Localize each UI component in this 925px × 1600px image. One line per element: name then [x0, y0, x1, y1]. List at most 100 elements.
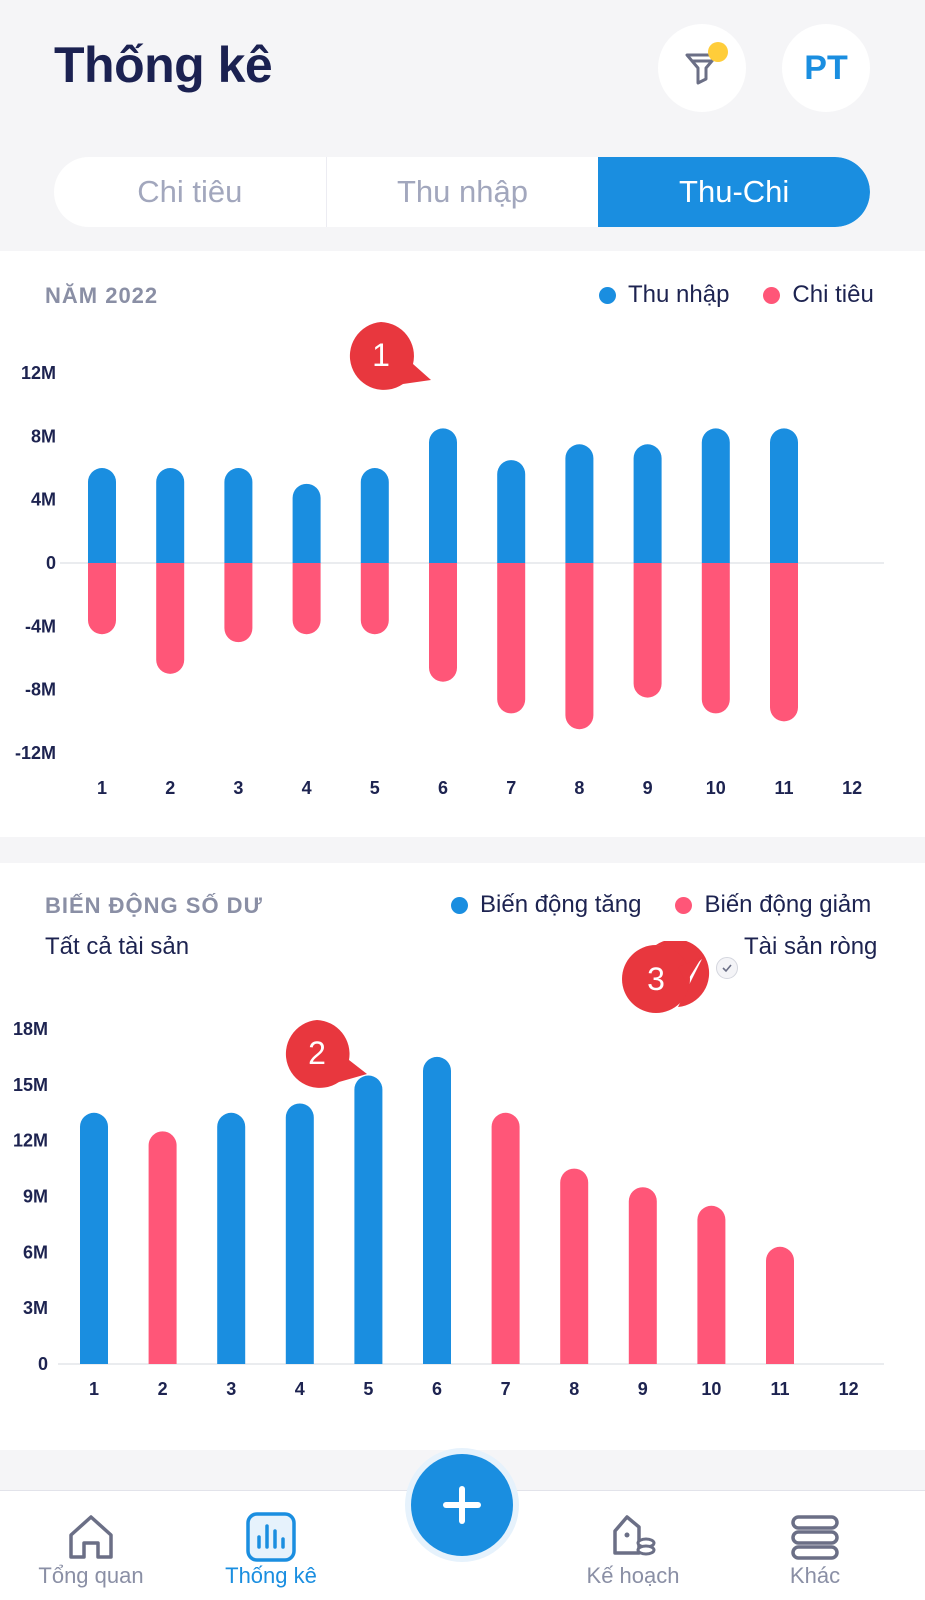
x-tick-label: 2: [158, 1379, 168, 1399]
y-tick-label: 0: [46, 553, 56, 573]
legend-increase-dot: [451, 896, 468, 914]
x-tick-label: 3: [226, 1379, 236, 1399]
y-tick-label: 15M: [13, 1075, 48, 1095]
bar-increase-5[interactable]: [354, 1075, 383, 1364]
bar-decrease-11[interactable]: [766, 1246, 794, 1364]
bar-increase-1[interactable]: [80, 1112, 108, 1364]
y-tick-label: 18M: [13, 1019, 48, 1039]
balance-legend: Biến động tăng Biến động giảm: [451, 891, 871, 919]
bar-negative-5[interactable]: [360, 563, 389, 635]
nav-item-ke-hoach[interactable]: Kế hoạch: [548, 1491, 718, 1600]
x-tick-label: 8: [574, 778, 584, 798]
x-tick-label: 2: [165, 778, 175, 798]
filter-button[interactable]: [658, 24, 746, 112]
bar-decrease-10[interactable]: [697, 1205, 726, 1364]
tab-thu-chi[interactable]: Thu-Chi: [598, 157, 870, 227]
nav-label-khac: Khác: [789, 1563, 841, 1588]
income-expense-card: NĂM 2022 Thu nhập Chi tiêu 12M 8M 4M 0 -4M -8…: [0, 251, 925, 837]
callout-1-label: 1: [372, 337, 390, 373]
nav-item-tong-quan[interactable]: Tổng quan: [6, 1491, 176, 1600]
x-tick-label: 7: [501, 1379, 511, 1399]
bar-negative-6[interactable]: [429, 563, 457, 682]
bar-positive-8[interactable]: [565, 444, 594, 563]
x-tick-label: 11: [774, 778, 793, 798]
x-tick-label: 8: [569, 1379, 579, 1399]
legend-decrease: Biến động giảm: [675, 891, 871, 919]
x-tick-label: 10: [706, 778, 726, 798]
x-tick-label: 6: [438, 778, 448, 798]
bar-positive-3[interactable]: [224, 468, 253, 563]
bar-negative-2[interactable]: [156, 563, 185, 674]
callout-2: 2: [285, 1020, 367, 1088]
bar-positive-7[interactable]: [497, 460, 526, 563]
check-icon: [722, 964, 732, 973]
menu-icon: [791, 1515, 839, 1560]
balance-label: BIẾN ĐỘNG SỐ DƯ: [45, 893, 263, 918]
net-assets-label[interactable]: Tài sản ròng: [744, 933, 878, 960]
legend-expense-dot: [763, 286, 781, 304]
x-tick-label: 1: [97, 778, 107, 798]
bar-decrease-8[interactable]: [560, 1168, 589, 1364]
bar-positive-2[interactable]: [156, 468, 185, 563]
legend-decrease-dot: [675, 896, 693, 914]
y-tick-label: 12M: [21, 363, 56, 383]
y-tick-label: 12M: [13, 1131, 48, 1151]
bar-negative-7[interactable]: [497, 563, 526, 714]
legend-income: Thu nhập: [599, 281, 729, 309]
asset-scope-selector[interactable]: Tất cả tài sản: [45, 933, 190, 960]
x-tick-label: 10: [701, 1379, 721, 1399]
x-tick-label: 9: [643, 778, 653, 798]
bar-negative-8[interactable]: [565, 563, 594, 730]
x-tick-label: 5: [363, 1379, 373, 1399]
tab-chi-tieu[interactable]: Chi tiêu: [137, 174, 243, 209]
y-tick-label: 8M: [31, 426, 56, 446]
net-assets-checkbox[interactable]: [716, 957, 738, 979]
legend-expense: Chi tiêu: [763, 281, 874, 309]
y-tick-label: -12M: [15, 743, 56, 763]
callout-3: 3: [622, 941, 710, 1013]
x-tick-label: 12: [842, 778, 862, 798]
nav-label-thong-ke: Thống kê: [225, 1563, 317, 1588]
bar-decrease-2[interactable]: [148, 1131, 177, 1364]
y-tick-label: 4M: [31, 490, 56, 510]
bar-positive-4[interactable]: [292, 483, 321, 563]
y-tick-label: 9M: [23, 1187, 48, 1207]
bar-positive-11[interactable]: [770, 428, 798, 563]
tab-thu-nhap[interactable]: Thu nhập: [325, 157, 599, 227]
legend-income-label: Thu nhập: [628, 281, 730, 308]
bar-positive-9[interactable]: [633, 444, 662, 563]
bar-decrease-7[interactable]: [491, 1112, 520, 1364]
bar-negative-3[interactable]: [224, 563, 253, 643]
legend-increase-label: Biến động tăng: [480, 891, 642, 918]
avatar[interactable]: PT: [782, 24, 870, 112]
legend-expense-label: Chi tiêu: [792, 281, 874, 308]
bar-negative-4[interactable]: [292, 563, 321, 635]
bar-negative-10[interactable]: [701, 563, 730, 714]
bar-increase-4[interactable]: [285, 1103, 314, 1364]
callout-3-label: 3: [647, 961, 665, 997]
bar-positive-6[interactable]: [429, 428, 457, 563]
bar-negative-11[interactable]: [770, 563, 798, 722]
bar-positive-1[interactable]: [88, 468, 116, 563]
x-tick-label: 5: [370, 778, 380, 798]
nav-item-thong-ke[interactable]: Thống kê: [186, 1491, 356, 1600]
piggy-bank-icon: [613, 1515, 656, 1556]
plus-icon: [443, 1486, 481, 1524]
bar-increase-6[interactable]: [423, 1056, 451, 1364]
bar-positive-5[interactable]: [360, 468, 389, 563]
nav-label-ke-hoach: Kế hoạch: [586, 1563, 680, 1588]
y-tick-label: -4M: [25, 616, 56, 636]
nav-item-khac[interactable]: Khác: [730, 1491, 900, 1600]
balance-card: BIẾN ĐỘNG SỐ DƯ Biến động tăng Biến động…: [0, 863, 925, 1450]
bar-increase-3[interactable]: [217, 1112, 246, 1364]
income-expense-legend: Thu nhập Chi tiêu: [599, 281, 874, 309]
x-tick-label: 4: [302, 778, 312, 798]
callout-1: 1: [349, 322, 431, 390]
bar-positive-10[interactable]: [701, 428, 730, 563]
add-transaction-button[interactable]: [411, 1454, 513, 1556]
bar-negative-1[interactable]: [88, 563, 116, 635]
bar-decrease-9[interactable]: [628, 1187, 657, 1364]
bar-negative-9[interactable]: [633, 563, 662, 698]
